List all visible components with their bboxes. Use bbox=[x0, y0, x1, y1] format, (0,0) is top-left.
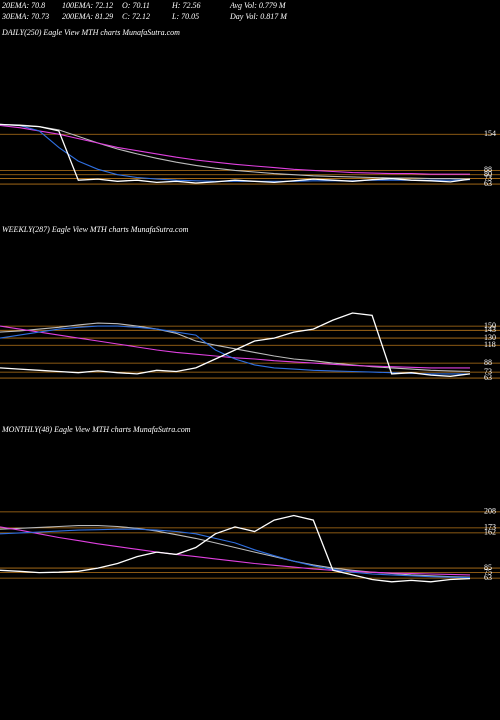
stat: Avg Vol: 0.779 M bbox=[229, 1, 287, 10]
y-tick-label: 162 bbox=[484, 528, 496, 537]
y-tick-label: 75 bbox=[484, 567, 492, 576]
y-tick-label: 73 bbox=[484, 173, 492, 182]
y-tick-label: 173 bbox=[484, 523, 496, 532]
price-line bbox=[0, 123, 471, 182]
price-line bbox=[0, 322, 471, 373]
stat: C: 72.12 bbox=[122, 12, 150, 21]
price-line bbox=[0, 123, 471, 184]
stat: Day Vol: 0.817 M bbox=[229, 12, 288, 21]
price-line bbox=[0, 312, 471, 377]
stat: 100EMA: 72.12 bbox=[62, 1, 113, 10]
y-tick-label: 80 bbox=[484, 170, 492, 179]
y-tick-label: 150 bbox=[484, 321, 496, 330]
y-tick-label: 118 bbox=[484, 340, 496, 349]
y-tick-label: 154 bbox=[484, 129, 496, 138]
y-tick-label: 88 bbox=[484, 165, 492, 174]
y-tick-label: 63 bbox=[484, 373, 492, 382]
price-line bbox=[0, 526, 471, 576]
y-tick-label: 63 bbox=[484, 179, 492, 188]
stat: O: 70.11 bbox=[122, 1, 150, 10]
stat: L: 70.05 bbox=[171, 12, 199, 21]
stat: 30EMA: 70.73 bbox=[1, 12, 49, 21]
stat: 200EMA: 81.29 bbox=[62, 12, 113, 21]
y-tick-label: 88 bbox=[484, 358, 492, 367]
price-line bbox=[0, 124, 470, 175]
y-tick-label: 73 bbox=[484, 367, 492, 376]
price-line bbox=[0, 528, 471, 579]
y-tick-label: 130 bbox=[484, 333, 496, 342]
y-tick-label: 208 bbox=[484, 507, 496, 516]
panel-title: WEEKLY(287) Eagle View MTH charts Munafa… bbox=[2, 225, 189, 234]
y-tick-label: 63 bbox=[484, 573, 492, 582]
y-tick-label: 143 bbox=[484, 325, 496, 334]
panel-title: DAILY(250) Eagle View MTH charts MunafaS… bbox=[1, 28, 180, 37]
stat: 20EMA: 70.8 bbox=[2, 1, 45, 10]
panel-title: MONTHLY(48) Eagle View MTH charts Munafa… bbox=[1, 425, 191, 434]
price-line bbox=[0, 325, 470, 369]
y-tick-label: 85 bbox=[484, 563, 492, 572]
stat: H: 72.56 bbox=[171, 1, 200, 10]
price-line bbox=[0, 514, 471, 583]
